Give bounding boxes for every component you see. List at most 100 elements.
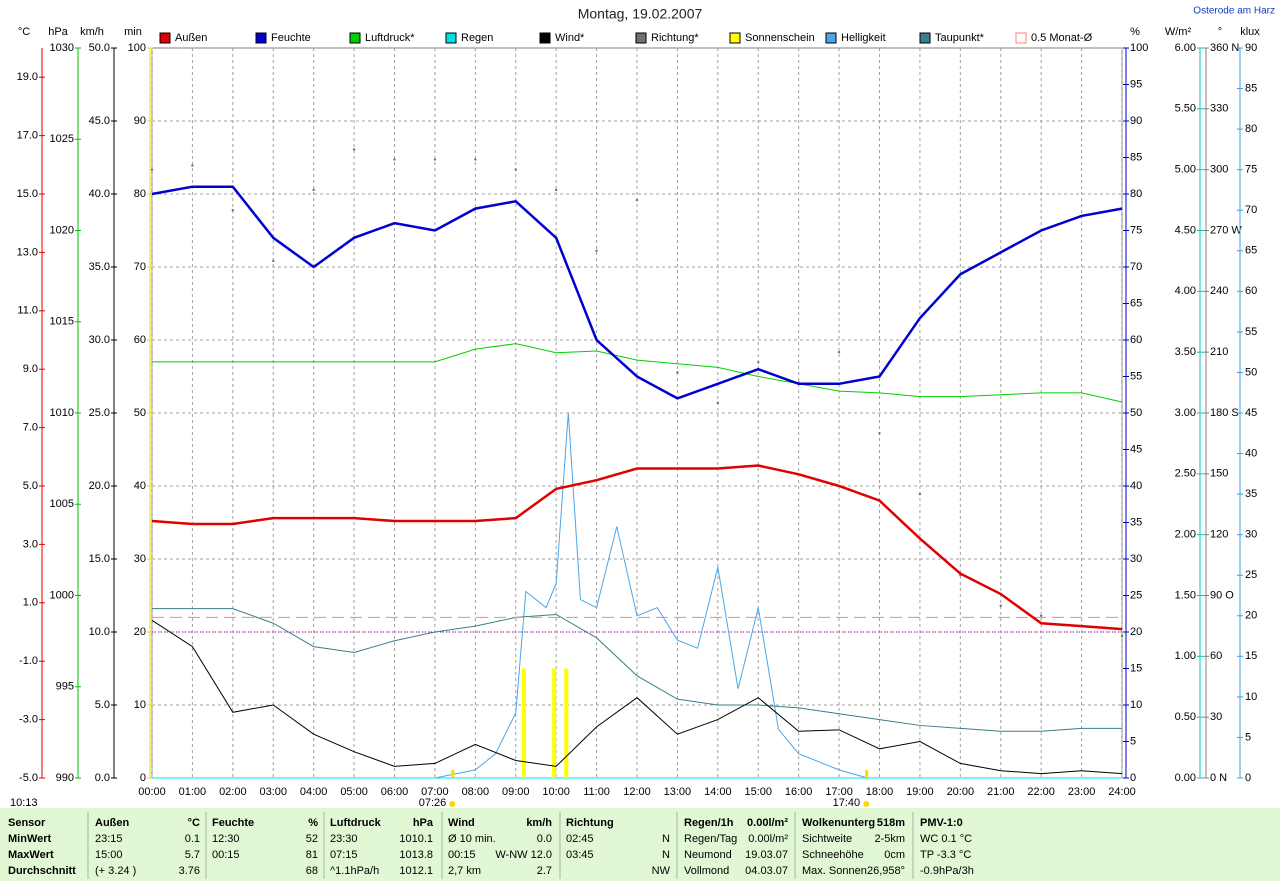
x-tick-label: 24:00: [1108, 786, 1136, 798]
table-cell: 0.0: [537, 833, 552, 845]
y-tick-label: 40: [134, 480, 146, 492]
y-tick-label: 35: [1130, 516, 1142, 528]
x-tick-label: 01:00: [179, 786, 207, 798]
legend-swatch: [1015, 32, 1027, 44]
table-cell: 68: [306, 865, 318, 877]
direction-dot: [231, 209, 235, 212]
table-cell: N: [662, 833, 670, 845]
series-line: [151, 185, 1123, 400]
sun-mark: [865, 770, 869, 778]
y-tick-label: 95: [1130, 78, 1142, 90]
y-tick-label: 9.0: [23, 363, 38, 375]
y-tick-label: 1.50: [1175, 589, 1196, 601]
table-cell: 0.1: [185, 833, 200, 845]
table-cell: W-NW 12.0: [495, 849, 552, 861]
table-cell: -0.9hPa/3h: [920, 865, 974, 877]
direction-dot: [150, 168, 154, 171]
y-tick-label: 30.0: [89, 334, 110, 346]
table-cell: 12:30: [212, 833, 240, 845]
y-tick-label: 100: [128, 42, 146, 54]
y-tick-label: -3.0: [19, 714, 38, 726]
table-cell: TP -3.3 °C: [920, 849, 971, 861]
y-tick-label: 70: [1130, 261, 1142, 273]
y-tick-label: 70: [1245, 204, 1257, 216]
x-tick-label: 03:00: [259, 786, 287, 798]
y-tick-label: 5.50: [1175, 103, 1196, 115]
y-tick-label: 270 W: [1210, 224, 1242, 236]
y-tick-label: 1015: [50, 316, 74, 328]
sun-dot: [449, 801, 456, 807]
y-tick-label: 10.0: [89, 626, 110, 638]
y-tick-label: 10: [1245, 691, 1257, 703]
y-tick-label: 80: [1130, 188, 1142, 200]
series-line: [152, 412, 1122, 779]
y-tick-label: 65: [1245, 245, 1257, 257]
y-tick-label: 0.50: [1175, 711, 1196, 723]
table-background: [0, 808, 1280, 881]
y-tick-label: 1010: [50, 407, 74, 419]
axis-unit: min: [124, 26, 142, 38]
y-tick-label: 3.00: [1175, 407, 1196, 419]
x-tick-label: 06:00: [381, 786, 409, 798]
table-cell: ^1.1hPa/h: [330, 865, 379, 877]
y-tick-label: 55: [1130, 370, 1142, 382]
x-tick-label: 04:00: [300, 786, 328, 798]
y-tick-label: 2.50: [1175, 468, 1196, 480]
direction-dot: [918, 492, 922, 496]
y-tick-label: 1020: [50, 224, 74, 236]
x-tick-label: 11:00: [583, 786, 610, 798]
direction-dot: [676, 371, 679, 374]
table-cell: 2-5km: [874, 833, 905, 845]
y-tick-label: 300: [1210, 164, 1228, 176]
table-cell: Schneehöhe: [802, 849, 864, 861]
y-tick-label: 210: [1210, 346, 1228, 358]
y-tick-label: 25: [1130, 589, 1142, 601]
y-tick-label: 85: [1245, 82, 1257, 94]
axis-unit: km/h: [80, 26, 104, 38]
x-tick-label: 07:00: [421, 786, 449, 798]
y-tick-label: 25: [1245, 569, 1257, 581]
legend-swatch: [919, 32, 931, 44]
table-cell: Max. Sonnen: [802, 865, 867, 877]
y-tick-label: 35.0: [89, 261, 110, 273]
table-cell: Regen/Tag: [684, 833, 737, 845]
y-tick-label: 1005: [50, 498, 74, 510]
y-tick-label: 35: [1245, 488, 1257, 500]
y-tick-label: 60: [1130, 334, 1142, 346]
table-cell: MinWert: [8, 833, 52, 845]
table-cell: 81: [306, 849, 318, 861]
x-tick-label: 13:00: [664, 786, 692, 798]
x-tick-label: 09:00: [502, 786, 530, 798]
y-tick-label: -1.0: [19, 655, 38, 667]
y-tick-label: 90: [1130, 115, 1142, 127]
legend-label: Außen: [175, 32, 207, 44]
x-tick-label: 17:00: [825, 786, 853, 798]
direction-dot: [716, 401, 720, 405]
y-tick-label: 0: [140, 772, 146, 784]
x-tick-label: 21:00: [987, 786, 1015, 798]
y-tick-label: 60: [1245, 285, 1257, 297]
x-tick-label: 18:00: [866, 786, 894, 798]
table-cell: Sensor: [8, 817, 46, 829]
y-tick-label: 2.00: [1175, 529, 1196, 541]
y-tick-label: 1025: [50, 133, 74, 145]
y-tick-label: 30: [1130, 553, 1142, 565]
table-cell: Außen: [95, 817, 130, 829]
x-tick-label: 10:00: [542, 786, 570, 798]
table-cell: 02:45: [566, 833, 594, 845]
table-cell: 00:15: [448, 849, 476, 861]
legend-swatch: [539, 32, 551, 44]
direction-dot: [191, 164, 194, 167]
y-tick-label: 19.0: [17, 71, 38, 83]
table-cell: Wolkenunterg: [802, 817, 875, 829]
y-tick-label: 240: [1210, 285, 1228, 297]
x-tick-label: 20:00: [947, 786, 975, 798]
y-tick-label: 20: [134, 626, 146, 638]
table-cell: 23:30: [330, 833, 358, 845]
y-tick-label: 6.00: [1175, 42, 1196, 54]
table-cell: °C: [188, 817, 200, 829]
direction-dot: [999, 604, 1002, 607]
y-tick-label: 20: [1130, 626, 1142, 638]
